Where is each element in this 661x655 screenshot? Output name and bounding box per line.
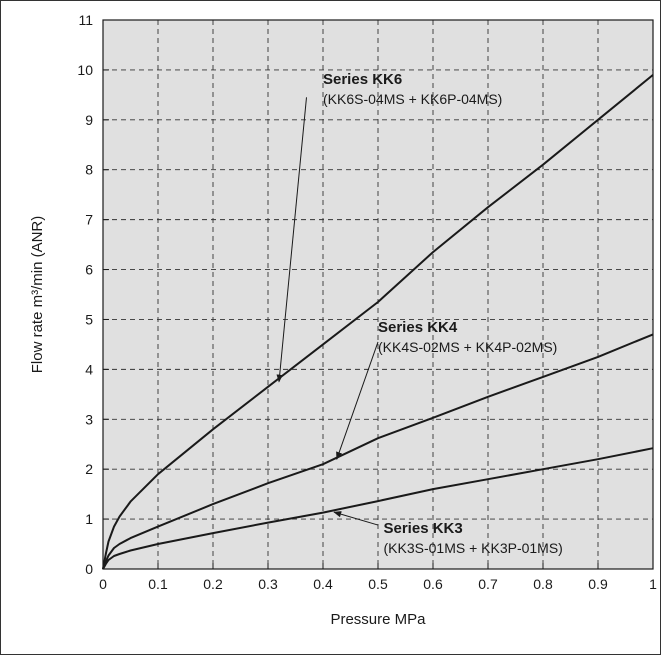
- series-sublabel-3: (KK3S-01MS + KK3P-01MS): [384, 540, 563, 556]
- series-label-1: Series KK6: [323, 71, 402, 88]
- y-tick-label: 0: [85, 561, 93, 577]
- y-axis-title: Flow rate m³/min (ANR): [29, 216, 46, 374]
- y-tick-label: 5: [85, 311, 93, 327]
- series-sublabel-1: (KK6S-04MS + KK6P-04MS): [323, 91, 502, 107]
- series-line-2: [102, 333, 654, 570]
- x-tick-label: 0.6: [423, 576, 443, 592]
- x-tick-label: 0.1: [148, 576, 168, 592]
- y-axis-ticks: 0 1 2 3 4 5 6 7 8 9 10 11: [77, 12, 109, 577]
- x-tick-label: 0: [99, 576, 107, 592]
- y-tick-label: 11: [78, 12, 93, 28]
- series-sublabel-2: (KK4S-02MS + KK4P-02MS): [378, 339, 557, 355]
- y-tick-label: 6: [85, 262, 93, 278]
- y-tick-label: 4: [85, 361, 93, 377]
- y-tick-label: 9: [85, 112, 93, 128]
- x-tick-label: 0.9: [588, 576, 608, 592]
- plot-border: [102, 19, 654, 570]
- series-lines: [102, 74, 654, 570]
- y-tick-label: 8: [85, 162, 93, 178]
- series-label-2: Series KK4: [378, 319, 458, 336]
- x-axis-title: Pressure MPa: [330, 611, 426, 628]
- y-tick-label: 1: [85, 511, 93, 527]
- y-tick-label: 3: [85, 411, 93, 427]
- x-tick-label: 0.8: [533, 576, 553, 592]
- annotation-arrow-1: [276, 97, 307, 383]
- y-tick-label: 7: [85, 212, 93, 228]
- x-tick-label: 0.4: [313, 576, 333, 592]
- annotation-arrow-3: [333, 511, 379, 526]
- grid-lines: [103, 20, 653, 569]
- annotation-arrow-2: [336, 341, 379, 460]
- x-tick-label: 1: [649, 576, 657, 592]
- series-line-1: [102, 74, 654, 570]
- y-tick-label: 2: [85, 461, 93, 477]
- x-tick-label: 0.3: [258, 576, 278, 592]
- x-tick-label: 0.5: [368, 576, 388, 592]
- series-label-3: Series KK3: [384, 520, 463, 537]
- x-axis-ticks: 0 0.1 0.2 0.3 0.4 0.5 0.6 0.7 0.8 0.9 1: [99, 563, 657, 592]
- y-tick-label: 10: [77, 62, 93, 78]
- series-line-3: [102, 447, 654, 570]
- series-annotations: Series KK6 (KK6S-04MS + KK6P-04MS) Series …: [276, 71, 563, 556]
- x-tick-label: 0.7: [478, 576, 498, 592]
- x-tick-label: 0.2: [203, 576, 223, 592]
